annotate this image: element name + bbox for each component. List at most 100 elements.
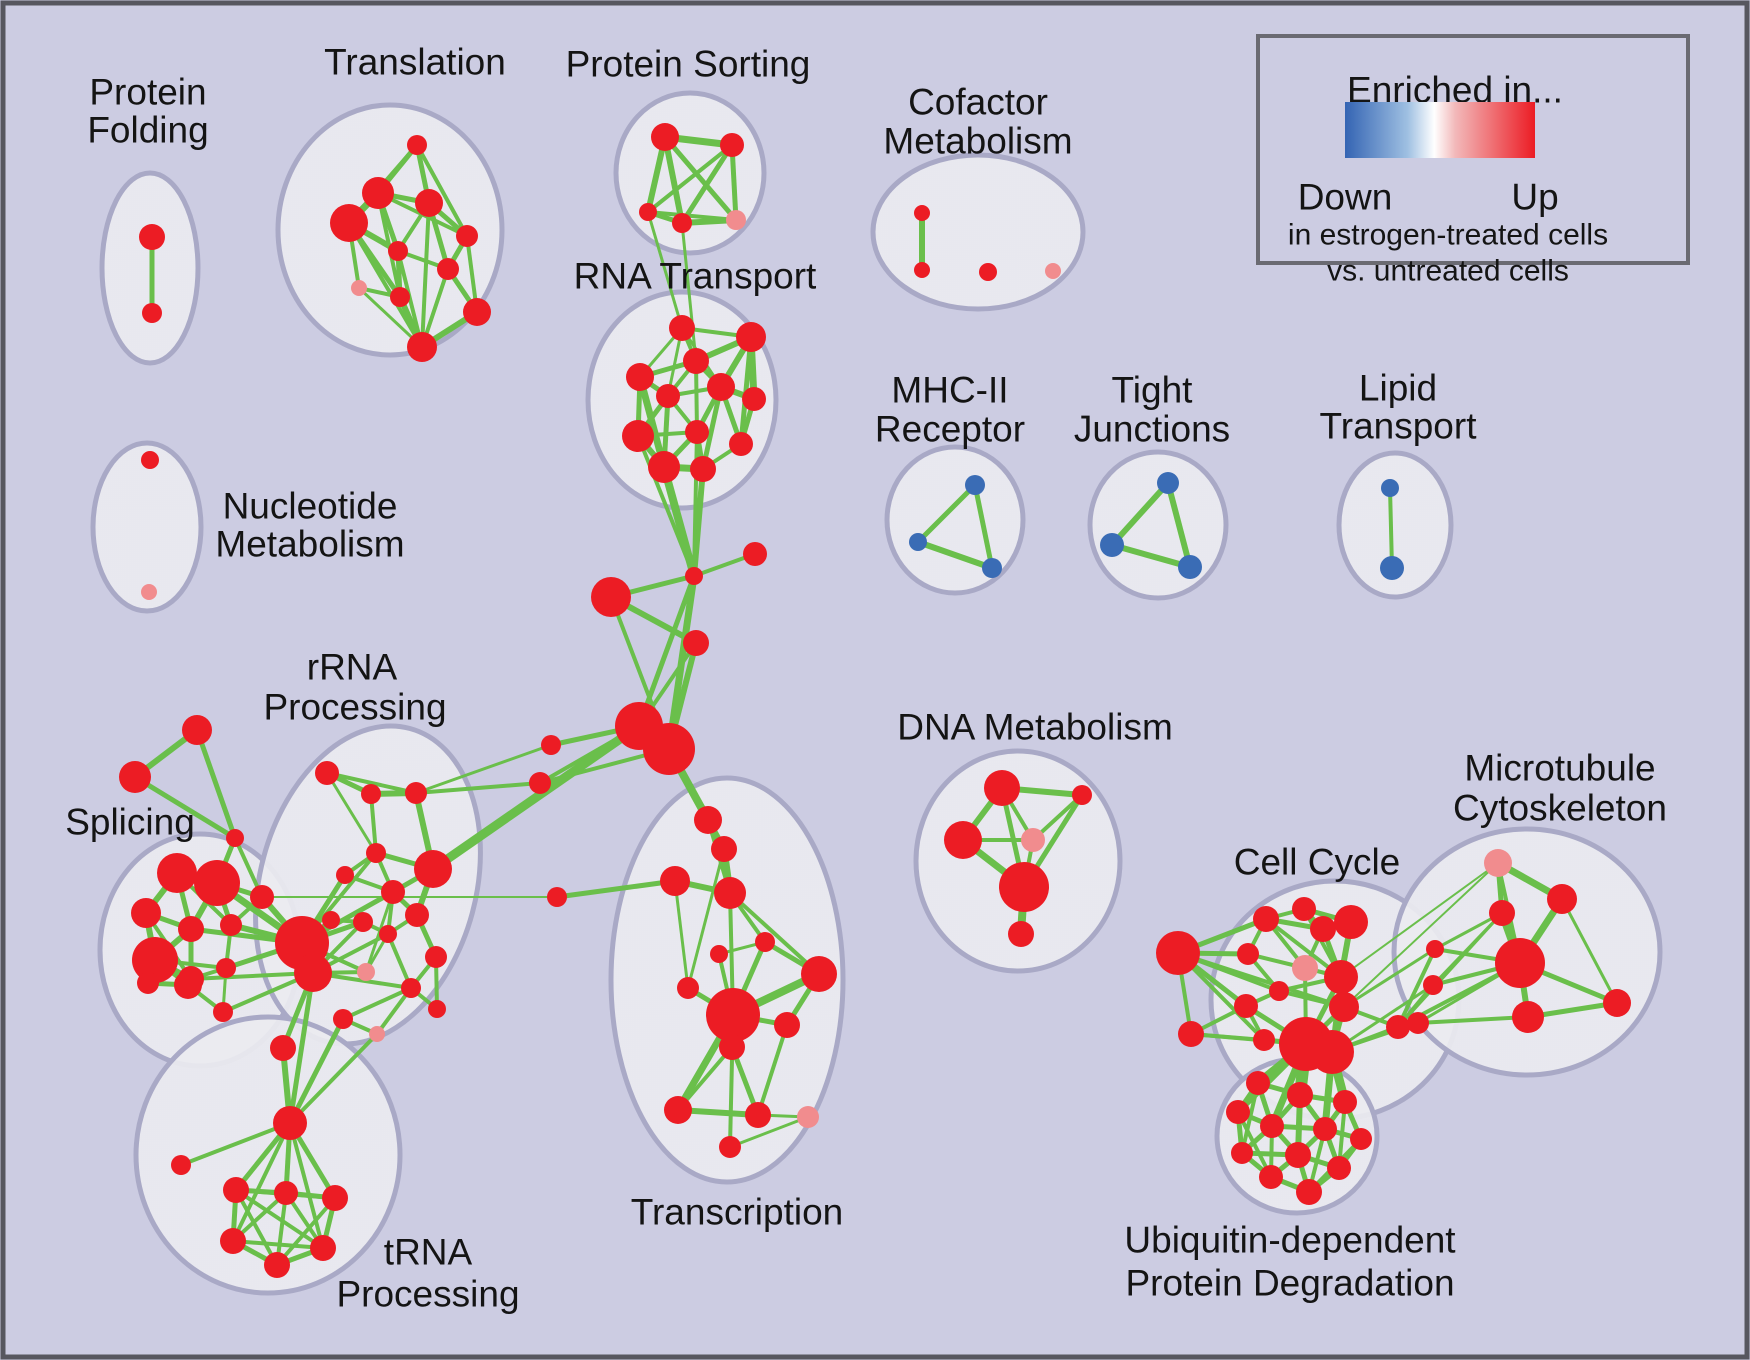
- edge: [1343, 862, 1499, 1008]
- edge: [729, 144, 739, 221]
- gene-set-node-red: [622, 420, 654, 452]
- gene-set-node-red: [174, 971, 202, 999]
- legend-subtitle-line1: in estrogen-treated cells: [1288, 219, 1608, 252]
- gene-set-node-red: [1386, 1015, 1410, 1039]
- gene-set-node-red: [220, 914, 242, 936]
- edge: [1560, 898, 1619, 1004]
- gene-set-node-red: [1296, 1179, 1322, 1205]
- gene-set-node-red: [194, 860, 240, 906]
- gene-set-node-blue: [909, 533, 927, 551]
- edge: [420, 202, 431, 348]
- edge: [415, 144, 469, 237]
- gene-set-node-red: [690, 456, 716, 482]
- cluster-label-rrna-processing: Processing: [263, 687, 446, 728]
- gene-set-node-pink: [797, 1106, 819, 1128]
- gene-set-node-red: [755, 932, 775, 952]
- edge: [190, 971, 314, 981]
- edge: [287, 972, 316, 1124]
- edge: [673, 880, 690, 989]
- gene-set-node-red: [1246, 1071, 1270, 1095]
- gene-set-node-red: [643, 723, 695, 775]
- edge: [133, 774, 237, 841]
- edge: [1165, 482, 1193, 568]
- gene-set-node-red: [1156, 931, 1200, 975]
- gene-set-node-red: [1324, 960, 1358, 994]
- edge: [1343, 947, 1436, 1009]
- edge: [180, 1121, 291, 1167]
- gene-set-node-red: [415, 189, 443, 217]
- gene-set-node-blue: [965, 475, 985, 495]
- cluster-label-protein-folding: Folding: [87, 110, 208, 151]
- gene-set-node-red: [694, 806, 722, 834]
- gene-set-node-red: [1259, 1165, 1283, 1189]
- gene-set-node-red: [729, 432, 753, 456]
- edge: [1340, 862, 1499, 978]
- edge: [231, 1122, 292, 1242]
- gene-set-node-red: [425, 946, 447, 968]
- gene-set-node-red: [361, 784, 381, 804]
- edge: [326, 771, 417, 795]
- edge: [728, 891, 821, 976]
- edge: [234, 1188, 325, 1250]
- cluster-label-translation: Translation: [324, 42, 506, 83]
- gene-set-node-red: [362, 177, 394, 209]
- gene-set-node-red: [1495, 938, 1545, 988]
- cluster-label-tight-junctions: Junctions: [1074, 409, 1230, 450]
- gene-set-node-red: [1234, 994, 1258, 1018]
- gene-set-node-red: [720, 133, 744, 157]
- gene-set-node-red: [315, 761, 339, 785]
- gene-set-node-red: [1260, 1114, 1284, 1138]
- gene-set-node-pink: [369, 1026, 385, 1042]
- gene-set-node-red: [656, 384, 680, 408]
- cluster-ellipse-trna-processing: [133, 1014, 403, 1296]
- gene-set-node-red: [1226, 1100, 1250, 1124]
- gene-set-node-red: [984, 770, 1020, 806]
- gene-set-node-red: [216, 958, 236, 978]
- edge: [692, 431, 699, 577]
- gene-set-node-red: [264, 1252, 290, 1278]
- gene-set-node-red: [1350, 1128, 1372, 1150]
- gene-set-node-red: [743, 542, 767, 566]
- gene-set-node-red: [381, 880, 405, 904]
- gene-set-node-red: [274, 1181, 298, 1205]
- edge: [646, 143, 734, 214]
- edge: [288, 1032, 379, 1125]
- gene-set-node-red: [1253, 906, 1279, 932]
- cluster-label-nucleotide-metabolism: Nucleotide: [223, 486, 398, 527]
- gene-set-node-red: [366, 843, 386, 863]
- nodes-layer: [119, 123, 1631, 1278]
- edge: [415, 781, 541, 795]
- edge: [917, 539, 993, 571]
- cluster-label-cofactor-metabolism: Metabolism: [883, 121, 1072, 162]
- gene-set-node-red: [1285, 1142, 1311, 1168]
- gene-set-node-red: [719, 1136, 741, 1158]
- gene-set-node-red: [707, 373, 735, 401]
- edge: [556, 878, 676, 900]
- gene-set-node-red: [664, 1096, 692, 1124]
- gene-set-node-red: [213, 1002, 233, 1022]
- edge: [636, 575, 697, 727]
- gene-set-node-red: [119, 761, 151, 793]
- gene-set-node-blue: [1157, 472, 1179, 494]
- gene-set-node-red: [294, 954, 332, 992]
- gene-set-node-red: [736, 322, 766, 352]
- gene-set-node-pink: [1045, 263, 1061, 279]
- gene-set-node-red: [131, 898, 161, 928]
- gene-set-node-red: [914, 262, 930, 278]
- gene-set-node-red: [944, 821, 982, 859]
- cluster-label-protein-sorting: Protein Sorting: [566, 44, 811, 85]
- cluster-label-microtubule-cytoskeleton: Cytoskeleton: [1453, 788, 1667, 829]
- cluster-label-trna-processing: tRNA: [384, 1232, 473, 1273]
- gene-set-node-red: [1310, 916, 1336, 942]
- gene-set-node-red: [310, 1235, 336, 1261]
- gene-set-node-red: [1292, 897, 1316, 921]
- edge: [232, 1239, 324, 1250]
- gene-set-node-red: [223, 1177, 249, 1203]
- gene-set-node-red: [1329, 992, 1359, 1022]
- gene-set-node-red: [1603, 989, 1631, 1017]
- gene-set-node-red: [639, 203, 657, 221]
- edge: [756, 1024, 789, 1116]
- legend-box: [1256, 34, 1690, 265]
